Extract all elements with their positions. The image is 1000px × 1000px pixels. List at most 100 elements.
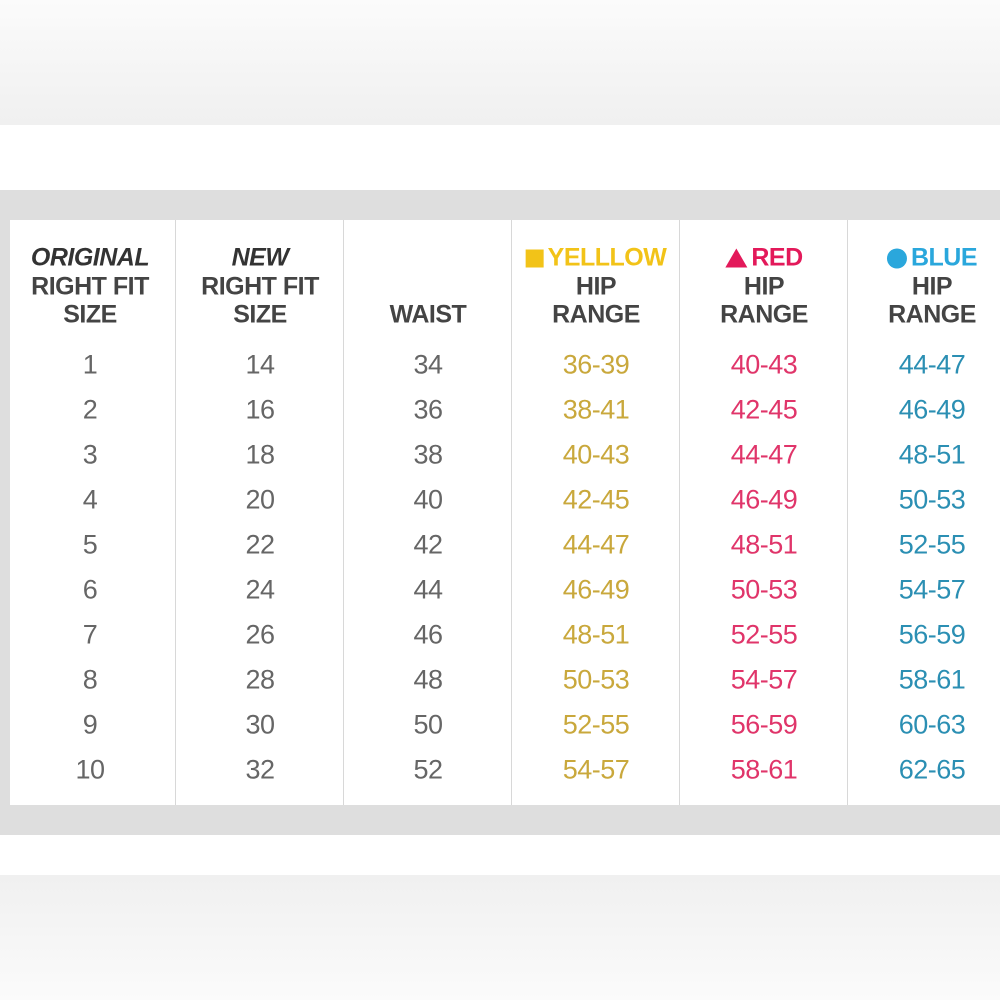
cell-value: 20 xyxy=(245,484,275,515)
background xyxy=(0,875,1000,1000)
cell-value: 38 xyxy=(413,439,443,470)
cell-value: 46-49 xyxy=(562,574,630,605)
header-text: NEW xyxy=(232,244,289,273)
header-text: ORIGINAL xyxy=(30,243,150,273)
cell-value: 46-49 xyxy=(898,394,966,425)
cell-value: 1 xyxy=(82,349,98,380)
header-text: SIZE xyxy=(233,301,287,330)
cell-value: 54-57 xyxy=(730,664,798,695)
cell-value: 42-45 xyxy=(562,484,630,515)
header-label: BLUE xyxy=(910,243,978,272)
cell-value: 2 xyxy=(82,394,98,425)
cell-value: 50 xyxy=(413,709,443,740)
cell-value: 14 xyxy=(245,349,275,380)
cell-value: 52-55 xyxy=(562,709,630,740)
cell-value: 34 xyxy=(413,349,443,380)
cell-value: 56-59 xyxy=(730,709,798,740)
cell-value: 40-43 xyxy=(562,439,630,470)
header-text: RED xyxy=(725,243,803,273)
cell-value: 36 xyxy=(413,394,443,425)
cell-value: 4 xyxy=(82,484,98,515)
column-divider xyxy=(847,220,848,805)
column-divider xyxy=(175,220,176,805)
cell-value: 62-65 xyxy=(898,754,966,785)
cell-value: 56-59 xyxy=(898,619,966,650)
header-text: RANGE xyxy=(888,301,976,330)
cell-value: 9 xyxy=(82,709,98,740)
cell-value: 16 xyxy=(245,394,275,425)
cell-value: 48-51 xyxy=(562,619,630,650)
cell-value: 8 xyxy=(82,664,98,695)
cell-value: 24 xyxy=(245,574,275,605)
cell-value: 26 xyxy=(245,619,275,650)
header-text: RIGHT FIT xyxy=(31,273,149,302)
header-text: RANGE xyxy=(720,301,808,330)
cell-value: 18 xyxy=(245,439,275,470)
cell-value: 46-49 xyxy=(730,484,798,515)
cell-value: 40 xyxy=(413,484,443,515)
header-label: RANGE xyxy=(552,300,640,329)
cell-value: 48 xyxy=(413,664,443,695)
cell-value: 46 xyxy=(413,619,443,650)
header-label: RED xyxy=(751,243,803,272)
cell-value: 40-43 xyxy=(730,349,798,380)
cell-value: 3 xyxy=(82,439,98,470)
cell-value: 6 xyxy=(82,574,98,605)
cell-value: 44-47 xyxy=(898,349,966,380)
cell-value: 10 xyxy=(75,754,105,785)
cell-value: 54-57 xyxy=(898,574,966,605)
cell-value: 30 xyxy=(245,709,275,740)
color-icon xyxy=(886,248,907,268)
header-label: SIZE xyxy=(63,300,117,329)
column-divider xyxy=(343,220,344,805)
size-chart xyxy=(10,220,1000,805)
cell-value: 44-47 xyxy=(730,439,798,470)
header-label: SIZE xyxy=(233,300,287,329)
header-label: HIP xyxy=(743,272,785,301)
cell-value: 44 xyxy=(413,574,443,605)
header-label: RANGE xyxy=(888,300,976,329)
cell-value: 52-55 xyxy=(898,529,966,560)
header-label: HIP xyxy=(575,272,617,301)
cell-value: 58-61 xyxy=(898,664,966,695)
column-divider xyxy=(511,220,512,805)
cell-value: 50-53 xyxy=(562,664,630,695)
cell-value: 42-45 xyxy=(730,394,798,425)
header-label: HIP xyxy=(911,272,953,301)
header-text: SIZE xyxy=(63,301,117,330)
header-text: BLUE xyxy=(886,243,978,273)
header-text: HIP xyxy=(575,272,617,302)
cell-value: 54-57 xyxy=(562,754,630,785)
header-label: NEW xyxy=(231,243,289,272)
header-label: ORIGINAL xyxy=(30,243,150,272)
cell-value: 44-47 xyxy=(562,529,630,560)
cell-value: 42 xyxy=(413,529,443,560)
header-label: RANGE xyxy=(720,300,808,329)
color-icon xyxy=(525,249,544,267)
cell-value: 22 xyxy=(245,529,275,560)
header-text: YELLLOW xyxy=(525,243,667,273)
cell-value: 48-51 xyxy=(730,529,798,560)
cell-value: 60-63 xyxy=(898,709,966,740)
column-divider xyxy=(679,220,680,805)
cell-value: 7 xyxy=(82,619,98,650)
header-text: RANGE xyxy=(552,301,640,330)
cell-value: 36-39 xyxy=(562,349,630,380)
header-label: WAIST xyxy=(389,300,467,329)
header-label: RIGHT FIT xyxy=(31,272,149,301)
header-text: HIP xyxy=(911,272,953,302)
header-label: YELLLOW xyxy=(547,243,667,272)
cell-value: 48-51 xyxy=(898,439,966,470)
cell-value: 32 xyxy=(245,754,275,785)
header-text: WAIST xyxy=(390,301,467,330)
header-label: RIGHT FIT xyxy=(201,272,319,301)
header-text: HIP xyxy=(743,272,785,302)
cell-value: 28 xyxy=(245,664,275,695)
cell-value: 38-41 xyxy=(562,394,630,425)
cell-value: 50-53 xyxy=(730,574,798,605)
background xyxy=(0,0,1000,125)
header-text: RIGHT FIT xyxy=(201,273,319,302)
cell-value: 5 xyxy=(82,529,98,560)
cell-value: 58-61 xyxy=(730,754,798,785)
